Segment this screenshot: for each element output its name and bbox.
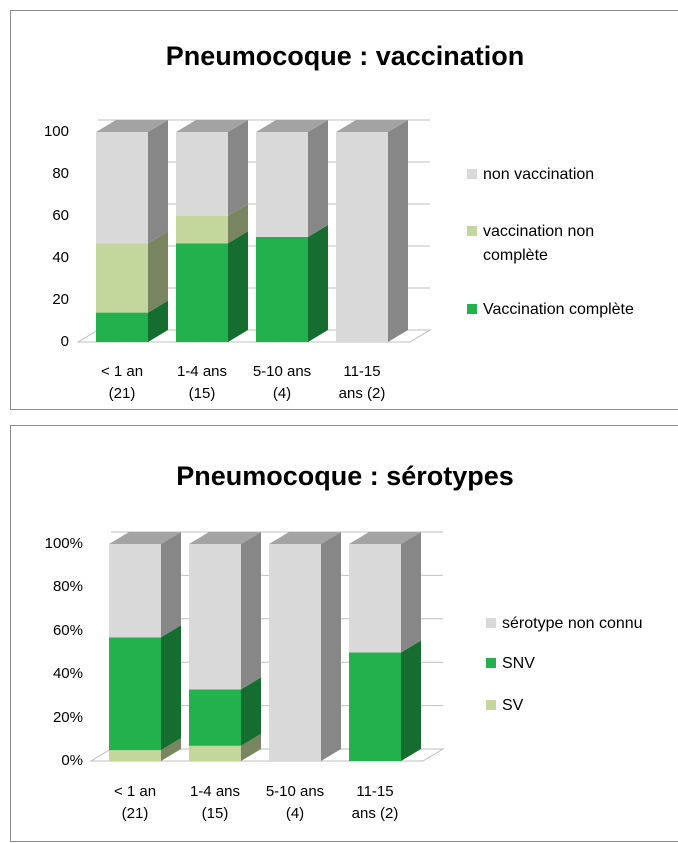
y-tick-label: 80 — [52, 165, 69, 182]
bar-front — [176, 243, 228, 342]
bar-side — [321, 532, 341, 761]
y-tick-label: 40% — [52, 665, 83, 683]
legend-label: non vaccination — [483, 166, 595, 183]
bar-front — [256, 237, 308, 342]
bar-front — [176, 216, 228, 244]
bar-front — [109, 544, 161, 638]
bar-front — [96, 132, 148, 244]
legend-swatch — [467, 304, 477, 314]
legend-swatch — [486, 658, 496, 668]
bar-front — [189, 745, 241, 761]
bar-top — [336, 120, 408, 132]
bar-side — [148, 231, 168, 313]
x-tick-label: < 1 an (21) — [100, 363, 144, 402]
y-tick-label: 0% — [61, 752, 83, 769]
bar-side — [308, 120, 328, 237]
legend-swatch — [467, 169, 477, 179]
legend-label: SNV — [502, 655, 535, 672]
bar-side — [148, 120, 168, 244]
bar-front — [109, 637, 161, 751]
y-tick-label: 80% — [52, 578, 83, 596]
bar-front — [269, 544, 321, 761]
chart-title: Pneumocoque : sérotypes — [176, 461, 514, 491]
y-tick-label: 40 — [52, 249, 69, 266]
bar-front — [336, 132, 388, 342]
bar-side — [241, 532, 261, 690]
bar-side — [241, 733, 261, 761]
chart-panel: Pneumocoque : vaccination 0 20 40 60 80 100 < 1… — [10, 10, 678, 410]
bar-side — [161, 532, 181, 638]
x-tick-label: 11-15 ans (2) — [351, 783, 399, 822]
x-tick-label: 1-4 ans (15) — [189, 783, 241, 822]
y-tick-label: 100% — [44, 535, 83, 552]
bar-front — [189, 544, 241, 690]
legend-label: Vaccination complète — [483, 301, 634, 318]
legend-swatch — [486, 700, 496, 710]
x-tick-label: 1-4 ans (15) — [176, 363, 228, 402]
bar-top — [269, 532, 341, 544]
bar-side — [161, 738, 181, 761]
bar-top — [96, 120, 168, 132]
bar-front — [256, 132, 308, 237]
bar-side — [148, 300, 168, 342]
chart — [76, 119, 477, 343]
x-tick-label: 5-10 ans (4) — [265, 783, 325, 822]
bar-front — [349, 652, 401, 761]
y-tick-label: 0 — [60, 333, 69, 350]
x-tick-label: < 1 an (21) — [113, 783, 157, 822]
bar-front — [176, 132, 228, 216]
bar-side — [308, 225, 328, 342]
y-tick-label: 20 — [52, 291, 69, 308]
bar-top — [176, 120, 248, 132]
bar-side — [241, 677, 261, 746]
bar-front — [109, 750, 161, 761]
bar-side — [228, 120, 248, 216]
y-tick-label: 60 — [52, 207, 69, 224]
legend-label: SV — [502, 697, 524, 714]
legend-label: sérotype non connu — [502, 615, 643, 632]
bar-front — [96, 243, 148, 313]
legend-label: vaccination non complète — [483, 223, 595, 264]
bar-front — [96, 312, 148, 342]
legend-swatch — [467, 226, 477, 236]
bar-top — [256, 120, 328, 132]
bar-side — [401, 532, 421, 653]
bar-side — [228, 231, 248, 342]
bar-side — [401, 640, 421, 761]
x-tick-label: 5-10 ans (4) — [252, 363, 312, 402]
y-tick-label: 100 — [43, 123, 69, 140]
chart-panel: Pneumocoque : sérotypes 0% 20% 40% 60% 80% 100… — [10, 425, 678, 842]
bar-top — [349, 532, 421, 544]
chart-title: Pneumocoque : vaccination — [165, 41, 525, 71]
bar-front — [349, 544, 401, 653]
bar-side — [228, 204, 248, 244]
bar-side — [161, 625, 181, 751]
y-tick-label: 60% — [52, 621, 83, 639]
chart — [89, 531, 496, 762]
x-tick-label: 11-15 ans (2) — [338, 363, 386, 402]
bar-front — [189, 689, 241, 746]
legend-swatch — [486, 618, 496, 628]
bar-top — [109, 532, 181, 544]
y-tick-label: 20% — [52, 708, 83, 726]
bar-top — [189, 532, 261, 544]
bar-side — [388, 120, 408, 342]
